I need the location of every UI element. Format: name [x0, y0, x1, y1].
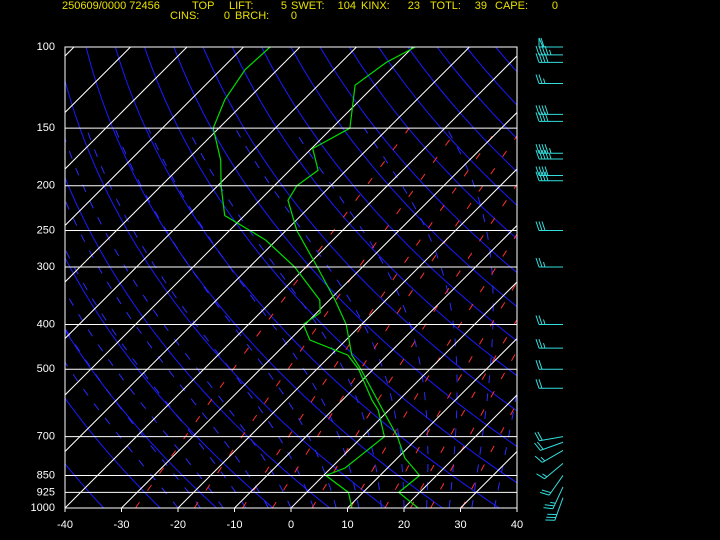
index-label: KINX: — [361, 0, 390, 12]
wind-barb — [535, 53, 564, 63]
moist-adiabat — [65, 137, 292, 508]
y-tick-label: 500 — [37, 363, 55, 375]
wind-barb — [535, 360, 564, 370]
index-value: 0 — [552, 0, 558, 12]
y-tick-label: 1000 — [31, 502, 55, 514]
isotherm — [121, 111, 517, 508]
sounding-line — [287, 47, 421, 508]
mixing-ratio-line — [271, 135, 517, 508]
moist-adiabat — [86, 128, 315, 508]
isotherm — [65, 47, 470, 453]
wind-barb — [535, 149, 564, 160]
y-tick-label: 400 — [37, 318, 55, 330]
index-label: CAPE: — [495, 0, 528, 12]
mixing-ratio-line — [242, 127, 499, 508]
moist-adiabat — [65, 361, 179, 508]
moist-adiabat — [292, 127, 429, 508]
wind-barb — [535, 171, 564, 182]
index-label: SWET: — [291, 0, 325, 12]
mixing-ratio-line — [349, 233, 517, 508]
y-tick-label: 850 — [37, 469, 55, 481]
wind-barb — [535, 74, 564, 85]
wind-barb — [539, 475, 564, 496]
wind-barb — [535, 338, 564, 349]
isotherm — [65, 47, 188, 170]
sounding-id: 250609/0000 72456 — [62, 0, 160, 12]
index-value: 5 — [281, 0, 287, 12]
moist-adiabat — [446, 127, 494, 508]
wind-barb — [536, 462, 564, 480]
index-value: 104 — [338, 0, 356, 12]
x-tick-label: 40 — [511, 519, 523, 531]
mixing-ratio-line — [311, 183, 517, 508]
index-value: 0 — [291, 10, 297, 22]
y-tick-label: 925 — [37, 486, 55, 498]
wind-barb — [543, 486, 564, 510]
index-value: 23 — [408, 0, 420, 12]
y-tick-label: 700 — [37, 430, 55, 442]
moist-adiabat — [65, 247, 247, 508]
moist-adiabat — [493, 390, 517, 508]
y-tick-label: 150 — [37, 122, 55, 134]
wind-barb — [545, 497, 564, 521]
isotherm — [65, 47, 244, 227]
y-tick-label: 100 — [37, 41, 55, 53]
wind-barb — [535, 112, 564, 122]
mixing-ratio-line — [410, 318, 517, 508]
mixing-ratio-line — [193, 127, 459, 508]
wind-barb — [535, 144, 564, 154]
wind-barb — [534, 431, 564, 442]
sounding-line — [212, 47, 386, 508]
moist-adiabat — [187, 127, 382, 508]
x-tick-label: -20 — [170, 519, 186, 531]
isotherm — [65, 55, 517, 508]
wind-barb — [535, 315, 564, 326]
y-tick-label: 300 — [37, 261, 55, 273]
index-label: LIFT: — [229, 0, 253, 12]
x-tick-label: -40 — [57, 519, 73, 531]
wind-barb — [538, 37, 563, 48]
wind-barb — [535, 105, 564, 115]
wind-barb — [534, 441, 564, 451]
wind-barb — [535, 166, 564, 177]
isotherm — [234, 224, 517, 508]
moist-adiabat — [234, 127, 405, 508]
x-tick-label: -30 — [114, 519, 130, 531]
moist-adiabat — [114, 128, 337, 508]
moist-adiabat — [65, 327, 201, 508]
isotherm — [65, 47, 357, 340]
isotherm — [65, 47, 301, 283]
x-tick-label: -10 — [227, 519, 243, 531]
x-tick-label: 20 — [398, 519, 410, 531]
mixing-ratio-line — [430, 350, 517, 508]
x-tick-label: 30 — [454, 519, 466, 531]
isotherm — [403, 394, 517, 508]
moist-adiabat — [363, 127, 458, 508]
index-value: 39 — [475, 0, 487, 12]
isotherm — [290, 281, 517, 508]
wind-barb — [535, 45, 564, 56]
x-tick-label: 0 — [288, 519, 294, 531]
x-tick-label: 10 — [341, 519, 353, 531]
y-tick-label: 200 — [37, 180, 55, 192]
wind-barb — [535, 379, 564, 389]
plot-frame — [64, 46, 518, 509]
wind-barb — [535, 257, 564, 268]
index-value: 0 — [224, 10, 230, 22]
isotherm — [177, 168, 517, 508]
wind-barb — [535, 221, 564, 231]
isotherm — [65, 47, 414, 396]
moist-adiabat — [65, 290, 224, 508]
isotherm — [347, 337, 517, 508]
wind-barb — [534, 449, 564, 463]
y-tick-label: 250 — [37, 224, 55, 236]
index-label: CINS: — [170, 10, 199, 22]
station: TOP — [192, 0, 214, 12]
index-label: BRCH: — [235, 10, 269, 22]
mixing-ratio-line — [384, 281, 517, 508]
index-label: TOTL: — [430, 0, 461, 12]
